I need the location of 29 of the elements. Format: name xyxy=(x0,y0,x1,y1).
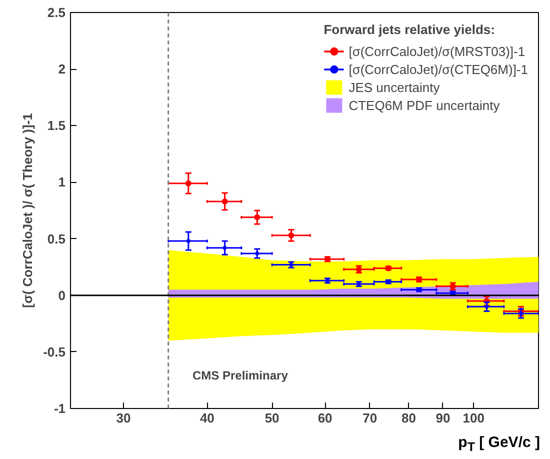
point xyxy=(222,246,227,250)
y-tick-label: -1 xyxy=(54,401,66,416)
y-tick-label: 0.5 xyxy=(47,231,66,246)
x-tick-label: 40 xyxy=(200,410,214,426)
point xyxy=(255,251,260,256)
annotation: CMS Preliminary xyxy=(192,368,288,382)
point xyxy=(288,232,294,238)
y-tick-label: 2.5 xyxy=(47,5,66,20)
x-tick-label: 90 xyxy=(436,410,450,426)
legend-label: [σ(CorrCaloJet)/σ(MRST03)]-1 xyxy=(348,42,526,60)
legend-label: JES uncertainty xyxy=(348,78,440,96)
y-tick-label: -0.5 xyxy=(43,344,66,360)
point xyxy=(254,214,260,220)
y-tick-label: 0 xyxy=(58,288,66,303)
y-axis-title: [σ( CorrCaloJet )/ σ( Theory )]-1 xyxy=(20,113,36,308)
y-tick-label: 1.5 xyxy=(47,118,66,134)
legend-title: Forward jets relative yields: xyxy=(324,22,496,37)
x-axis-title: p$_{T}$ [ GeV/c ] xyxy=(457,433,540,456)
x-tick-label: 70 xyxy=(362,410,378,426)
point xyxy=(222,198,228,204)
x-tick-label: 30 xyxy=(116,410,131,426)
x-tick-label: 100 xyxy=(462,410,484,426)
x-tick-label: 60 xyxy=(318,410,332,426)
x-tick-label: 80 xyxy=(401,410,416,426)
y-tick-label: 1 xyxy=(58,174,66,190)
x-tick-label: 50 xyxy=(264,410,280,426)
y-tick-label: 2 xyxy=(58,62,66,77)
legend-label: CTEQ6M PDF uncertainty xyxy=(348,96,500,114)
legend-label: [σ(CorrCaloJet)/σ(CTEQ6M)]-1 xyxy=(348,60,528,78)
